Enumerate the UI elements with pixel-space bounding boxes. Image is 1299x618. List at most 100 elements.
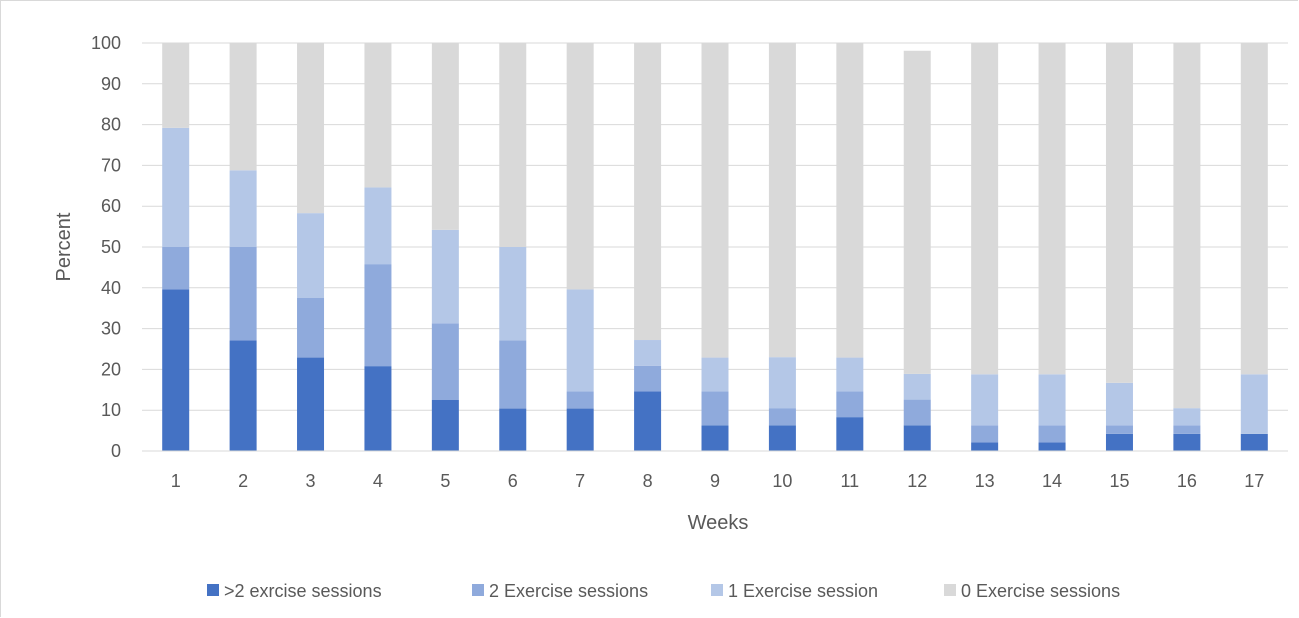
bar-segment: [162, 127, 190, 247]
y-tick-label: 100: [91, 33, 121, 53]
x-tick-label: 2: [238, 471, 248, 491]
x-tick-label: 3: [306, 471, 316, 491]
bar-segment: [634, 340, 662, 366]
bar-segment: [1173, 42, 1201, 409]
bar-segment: [566, 391, 594, 409]
bar-segment: [701, 425, 729, 451]
y-tick-label: 70: [101, 155, 121, 175]
x-tick-label: 1: [171, 471, 181, 491]
bar-segment: [768, 425, 796, 451]
x-tick-label: 10: [772, 471, 792, 491]
bar-segment: [1038, 42, 1066, 375]
bar-segment: [1038, 425, 1066, 443]
bar-segment: [971, 374, 999, 426]
x-tick-label: 16: [1177, 471, 1197, 491]
bar-segment: [903, 50, 931, 374]
x-tick-label: 5: [440, 471, 450, 491]
bar-segment: [1038, 374, 1066, 426]
bar-segment: [431, 323, 459, 400]
bar-segment: [971, 442, 999, 451]
y-tick-label: 90: [101, 74, 121, 94]
y-tick-label: 40: [101, 278, 121, 298]
bar-segment: [499, 247, 527, 341]
x-tick-label: 14: [1042, 471, 1062, 491]
bar-segment: [1240, 374, 1268, 434]
bar-segment: [701, 43, 729, 358]
bar-segment: [566, 408, 594, 451]
bar-segment: [297, 43, 325, 214]
bar-segment: [499, 408, 527, 451]
bar-segment: [1038, 442, 1066, 451]
y-tick-labels: 0 10 20 30 40 50 60 70 80 90 100: [91, 33, 121, 461]
legend-swatch: [472, 584, 484, 596]
bar-segment: [701, 357, 729, 392]
bar-segment: [701, 391, 729, 426]
legend-swatch: [207, 584, 219, 596]
x-tick-labels: 1 2 3 4 5 6 7 8 9 10 11 12 13 14 15 16 17: [171, 471, 1265, 491]
bar-segment: [1240, 433, 1268, 451]
x-tick-label: 6: [508, 471, 518, 491]
x-axis-title: Weeks: [688, 512, 749, 534]
y-tick-label: 10: [101, 400, 121, 420]
bar-segment: [229, 247, 257, 341]
bars: [142, 42, 1288, 452]
bar-segment: [566, 289, 594, 392]
bar-segment: [297, 213, 325, 298]
x-tick-label: 13: [975, 471, 995, 491]
bar-segment: [768, 357, 796, 409]
bar-segment: [836, 43, 864, 358]
bar-segment: [229, 42, 257, 171]
bar-segment: [499, 43, 527, 247]
bar-segment: [297, 357, 325, 451]
x-tick-label: 17: [1244, 471, 1264, 491]
bar-segment: [162, 289, 190, 451]
x-tick-label: 15: [1109, 471, 1129, 491]
bar-segment: [1173, 408, 1201, 426]
y-tick-label: 50: [101, 237, 121, 257]
bar-segment: [634, 42, 662, 341]
bar-segment: [1105, 433, 1133, 451]
bar-segment: [499, 340, 527, 409]
bar-segment: [836, 417, 864, 451]
bar-segment: [1173, 433, 1201, 451]
y-tick-label: 20: [101, 359, 121, 379]
legend-label: 2 Exercise sessions: [489, 581, 648, 601]
bar-segment: [364, 43, 392, 188]
legend-label: 1 Exercise session: [728, 581, 878, 601]
bar-segment: [1173, 425, 1201, 434]
bar-segment: [971, 42, 999, 375]
bar-segment: [768, 408, 796, 426]
y-tick-label: 80: [101, 115, 121, 135]
x-tick-label: 12: [907, 471, 927, 491]
legend: >2 exrcise sessions 2 Exercise sessions 1 …: [207, 581, 1120, 601]
bar-segment: [364, 366, 392, 451]
bar-segment: [836, 357, 864, 392]
x-tick-label: 4: [373, 471, 383, 491]
bar-segment: [768, 42, 796, 358]
legend-swatch: [944, 584, 956, 596]
bar-segment: [903, 373, 931, 400]
x-tick-label: 8: [643, 471, 653, 491]
legend-swatch: [711, 584, 723, 596]
bar-segment: [162, 247, 190, 290]
bar-segment: [431, 229, 459, 324]
bar-segment: [364, 264, 392, 367]
bar-segment: [1240, 42, 1268, 375]
bar-segment: [431, 43, 459, 230]
bar-segment: [634, 391, 662, 451]
bar-segment: [1105, 382, 1133, 426]
bar-segment: [1105, 425, 1133, 434]
legend-label: >2 exrcise sessions: [224, 581, 382, 601]
bar-segment: [297, 298, 325, 358]
legend-label: 0 Exercise sessions: [961, 581, 1120, 601]
bar-segment: [566, 43, 594, 290]
bar-segment: [971, 425, 999, 443]
bar-segment: [229, 340, 257, 451]
bar-segment: [1105, 43, 1133, 383]
bar-segment: [162, 43, 190, 128]
x-tick-label: 7: [575, 471, 585, 491]
bar-segment: [364, 187, 392, 265]
bar-segment: [903, 425, 931, 451]
x-tick-label: 9: [710, 471, 720, 491]
